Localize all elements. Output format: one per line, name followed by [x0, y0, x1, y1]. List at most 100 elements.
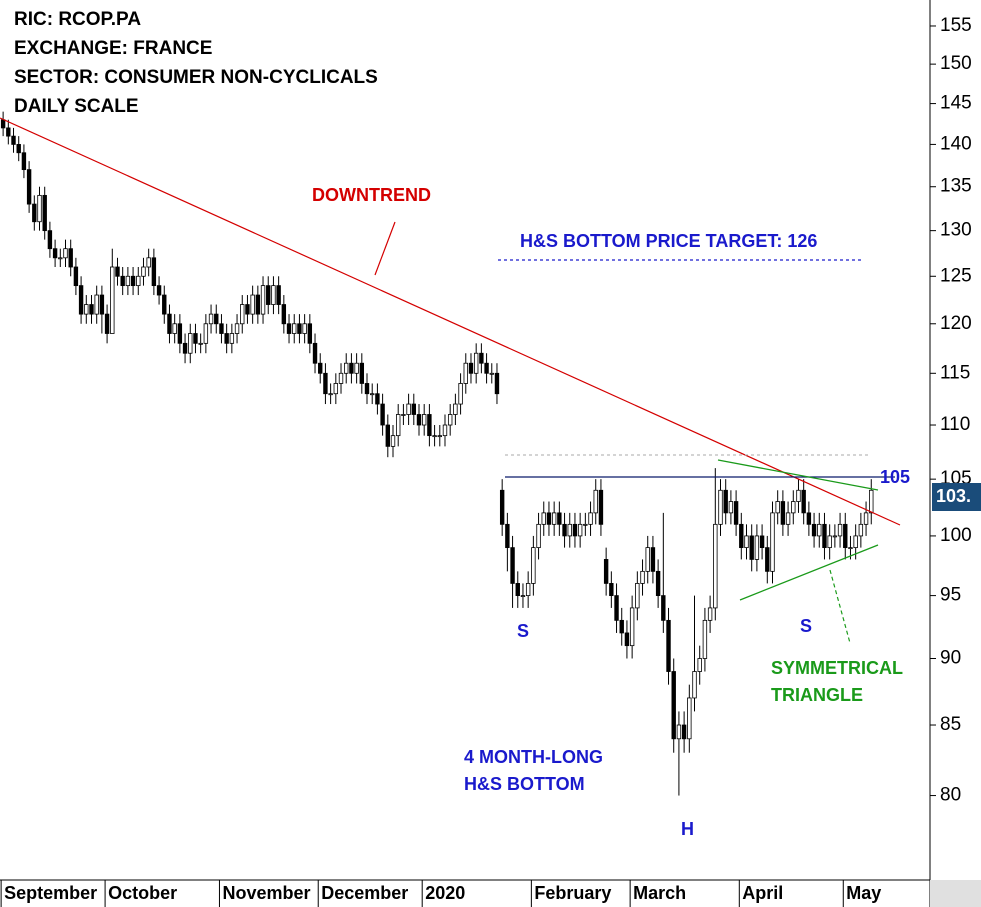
- candle-body: [52, 248, 58, 259]
- candle-body: [208, 313, 214, 325]
- candle-body: [58, 257, 63, 260]
- annotation: H&S BOTTOM PRICE TARGET: 126: [520, 231, 817, 251]
- y-tick-label: 125: [940, 265, 972, 286]
- candle-body: [635, 583, 640, 609]
- last-price-box: [932, 483, 981, 511]
- candle-body: [432, 435, 437, 438]
- y-tick-label: 155: [940, 15, 972, 36]
- candle-body: [666, 619, 671, 672]
- annotation: 4 MONTH-LONG: [464, 747, 603, 767]
- candle-body: [94, 294, 99, 315]
- candle-body: [640, 570, 645, 584]
- y-tick-label: 85: [940, 714, 961, 735]
- candle-body: [198, 342, 203, 345]
- candle-body: [681, 724, 687, 740]
- candle-body: [136, 275, 141, 287]
- y-tick-label: 110: [940, 414, 970, 435]
- candle-body: [473, 352, 479, 374]
- candle-body: [312, 342, 318, 364]
- candle-body: [468, 362, 474, 374]
- candle-body: [286, 323, 292, 334]
- candle-body: [702, 619, 708, 659]
- candle-body: [266, 285, 271, 305]
- annotation: DOWNTREND: [312, 185, 431, 205]
- candle-body: [292, 323, 297, 334]
- annotation: S: [800, 616, 812, 636]
- candle-body: [853, 535, 858, 549]
- candle-body: [661, 595, 666, 621]
- candle-body: [281, 304, 287, 325]
- candle-body: [32, 203, 37, 223]
- candle-body: [593, 489, 598, 514]
- candle-body: [318, 362, 323, 374]
- candle-body: [546, 512, 552, 525]
- candle-body: [385, 424, 391, 447]
- annotation: 105: [880, 467, 910, 487]
- candle-body: [328, 393, 333, 396]
- y-tick-label: 90: [940, 648, 961, 669]
- candle-body: [151, 257, 157, 287]
- candle-body: [120, 275, 125, 287]
- candle-body: [411, 403, 416, 415]
- candle-body: [219, 323, 224, 334]
- candle-body: [447, 414, 453, 426]
- candle-body: [510, 547, 515, 584]
- candle-body: [229, 333, 235, 344]
- candle-body: [26, 169, 32, 205]
- candle-body: [806, 512, 812, 525]
- candle-body: [676, 724, 682, 740]
- candle-body: [375, 393, 380, 405]
- candle-body: [572, 523, 578, 537]
- candle-body: [494, 372, 500, 395]
- candle-body: [645, 547, 650, 572]
- candle-body: [858, 523, 864, 537]
- info-line: EXCHANGE: FRANCE: [14, 38, 212, 59]
- candle-body: [869, 489, 874, 514]
- candle-body: [770, 512, 775, 572]
- candle-body: [349, 362, 354, 374]
- candle-body: [11, 135, 16, 145]
- x-tick-label: September: [4, 883, 97, 903]
- candle-body: [520, 595, 526, 598]
- candle-body: [650, 547, 656, 572]
- triangle-lower: [739, 544, 879, 601]
- candle-body: [609, 583, 614, 597]
- candle-body: [68, 248, 73, 268]
- candle-body: [629, 607, 635, 647]
- y-tick-label: 115: [940, 362, 970, 383]
- candle-body: [416, 414, 422, 426]
- candle-body: [297, 323, 302, 334]
- info-line: DAILY SCALE: [14, 96, 139, 117]
- candle-body: [234, 323, 240, 334]
- candle-body: [255, 294, 261, 315]
- info-line: RIC: RCOP.PA: [14, 9, 141, 30]
- candle-body: [562, 523, 567, 537]
- candle-body: [245, 304, 250, 315]
- x-tick-label: 2020: [425, 883, 465, 903]
- candle-body: [359, 362, 365, 384]
- y-tick-label: 140: [940, 133, 972, 154]
- candle-body: [214, 313, 219, 325]
- candle-body: [421, 414, 427, 426]
- info-line: SECTOR: CONSUMER NON-CYCLICALS: [14, 67, 378, 88]
- candle-body: [801, 489, 806, 514]
- candle-body: [733, 501, 739, 525]
- candle-body: [614, 595, 619, 621]
- candle-body: [728, 501, 734, 514]
- last-price-label: 103.: [936, 486, 971, 506]
- candle-body: [505, 523, 510, 549]
- candle-body: [250, 294, 255, 315]
- candle-body: [0, 119, 6, 129]
- candle-body: [427, 414, 432, 437]
- candle-body: [531, 547, 536, 584]
- candle-body: [739, 523, 744, 549]
- candle-body: [390, 435, 396, 447]
- plot-layers: 80 85 90 95 100 105 110 115 120 125 130 135 140 145 15…: [0, 15, 972, 907]
- candle-body: [260, 285, 266, 315]
- candle-body: [541, 512, 546, 525]
- x-tick-label: March: [633, 883, 686, 903]
- y-tick-label: 120: [940, 313, 972, 334]
- candle-body: [499, 489, 505, 525]
- candle-body: [619, 619, 624, 634]
